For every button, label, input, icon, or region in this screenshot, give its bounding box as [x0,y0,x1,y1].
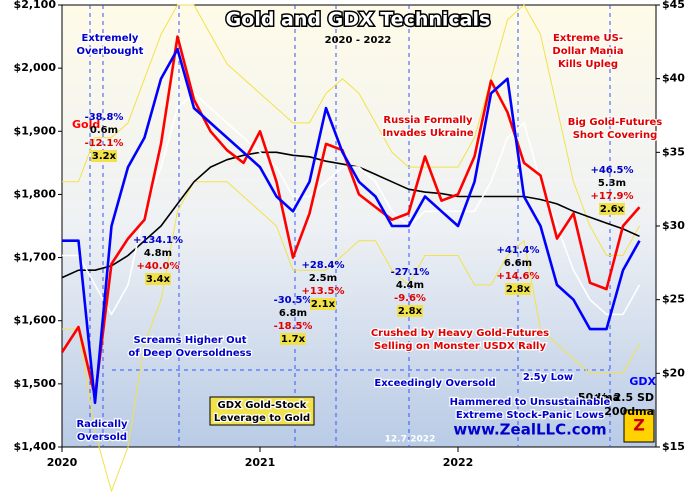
annotation: Selling on Monster USDX Rally [374,341,546,352]
legend-label: GDX [629,375,656,388]
annotation: Leverage to Gold [214,413,310,424]
legend-label: 50dma [578,391,620,404]
y-tick-label: $1,400 [14,440,57,453]
stat-text: 6.8m [279,308,307,319]
annotation: GDX Gold-Stock [218,400,307,411]
annotation: Kills Upleg [558,59,618,70]
stat-text: 5.3m [598,178,626,189]
stat-text: -30.5% [274,295,313,306]
series-line [62,4,640,256]
stat-highlight [310,298,336,310]
annotation: Radically [76,419,128,430]
y2-tick-label: $15 [662,440,685,453]
annotation: Screams Higher Out [133,335,246,346]
series-line [60,35,641,398]
y2-tick-label: $45 [662,0,685,11]
stat-text: 1.7x [281,334,306,345]
y-tick-label: $1,700 [14,251,57,264]
y-tick-label: $1,600 [14,314,57,327]
annotation: of Deep Oversoldness [128,348,251,359]
y2-tick-label: $20 [662,366,685,379]
y-tick-label: $2,000 [14,61,57,74]
annotation: Hammered to Unsustainable [450,397,611,408]
y2-tick-label: $40 [662,72,685,85]
stat-text: 2.8x [506,284,531,295]
annotation: 2.5y Low [523,372,573,383]
annotation: Extremely [82,33,139,44]
stat-highlight [145,273,171,285]
stat-text: 6.6m [504,258,532,269]
stat-text: +17.9% [590,191,633,202]
annotation: Extreme US- [553,33,623,44]
stat-text: +28.4% [301,260,344,271]
logo: Z [623,409,655,443]
annotation: Dollar Mania [552,46,623,57]
annotation: Big Gold-Futures [568,117,663,128]
stat-text: +41.4% [496,245,539,256]
stat-highlight [280,333,306,345]
stat-text: 3.4x [146,274,171,285]
stat-text: 2.5m [309,273,337,284]
annotation: Oversold [77,432,127,443]
y-tick-label: $1,500 [14,377,57,390]
annotation: Russia Formally [383,115,473,126]
stat-text: +46.5% [590,165,633,176]
stat-text: 3.2x [92,151,117,162]
stat-highlight [505,283,531,295]
annotation: Short Covering [573,130,658,141]
legend-label: 200dma [604,405,654,418]
y2-tick-label: $30 [662,219,685,232]
series-line [62,181,640,492]
stat-text: -9.6% [394,293,426,304]
stat-text: 2.8x [398,306,423,317]
stat-highlight [599,203,625,215]
x-tick-label: 2021 [245,456,276,469]
stat-text: +40.0% [136,261,179,272]
date-stamp: 12.7.2022 [385,435,436,445]
stat-text: -27.1% [391,267,430,278]
stat-text: 2.1x [311,299,336,310]
annotation: Exceedingly Oversold [374,378,495,389]
svg-text:Z: Z [633,416,645,435]
stat-text: -12.1% [85,138,124,149]
stat-text: -18.5% [274,321,313,332]
annotation: Overbought [77,46,144,57]
legend-label: Gold [72,118,100,131]
website: www.ZealLLC.com [453,421,606,439]
y-tick-label: $1,900 [14,124,57,137]
stat-highlight [397,305,423,317]
legend-label: +/- 2.5 SD [592,391,654,404]
y2-tick-label: $35 [662,145,685,158]
x-tick-label: 2020 [47,456,78,469]
series-line [62,47,641,405]
stat-text: 4.8m [144,248,172,259]
y-tick-label: $1,800 [14,187,57,200]
x-tick-label: 2022 [443,456,474,469]
annotation-box [209,396,315,426]
annotation: Invades Ukraine [382,128,473,139]
stat-text: +13.5% [301,286,344,297]
chart-subtitle: 2020 - 2022 [325,35,392,46]
y-tick-label: $2,100 [14,0,57,11]
stat-text: 0.6m [90,125,118,136]
chart-title: Gold and GDX Technicals [226,9,491,31]
annotation: Crushed by Heavy Gold-Futures [371,328,549,339]
stat-text: -38.8% [85,112,124,123]
stat-text: +134.1% [133,235,183,246]
annotation: Extreme Stock-Panic Lows [456,410,604,421]
stat-highlight [91,150,117,162]
stat-text: +14.6% [496,271,539,282]
y2-tick-label: $25 [662,293,685,306]
stat-text: 2.6x [600,204,625,215]
stat-text: 4.4m [396,280,424,291]
